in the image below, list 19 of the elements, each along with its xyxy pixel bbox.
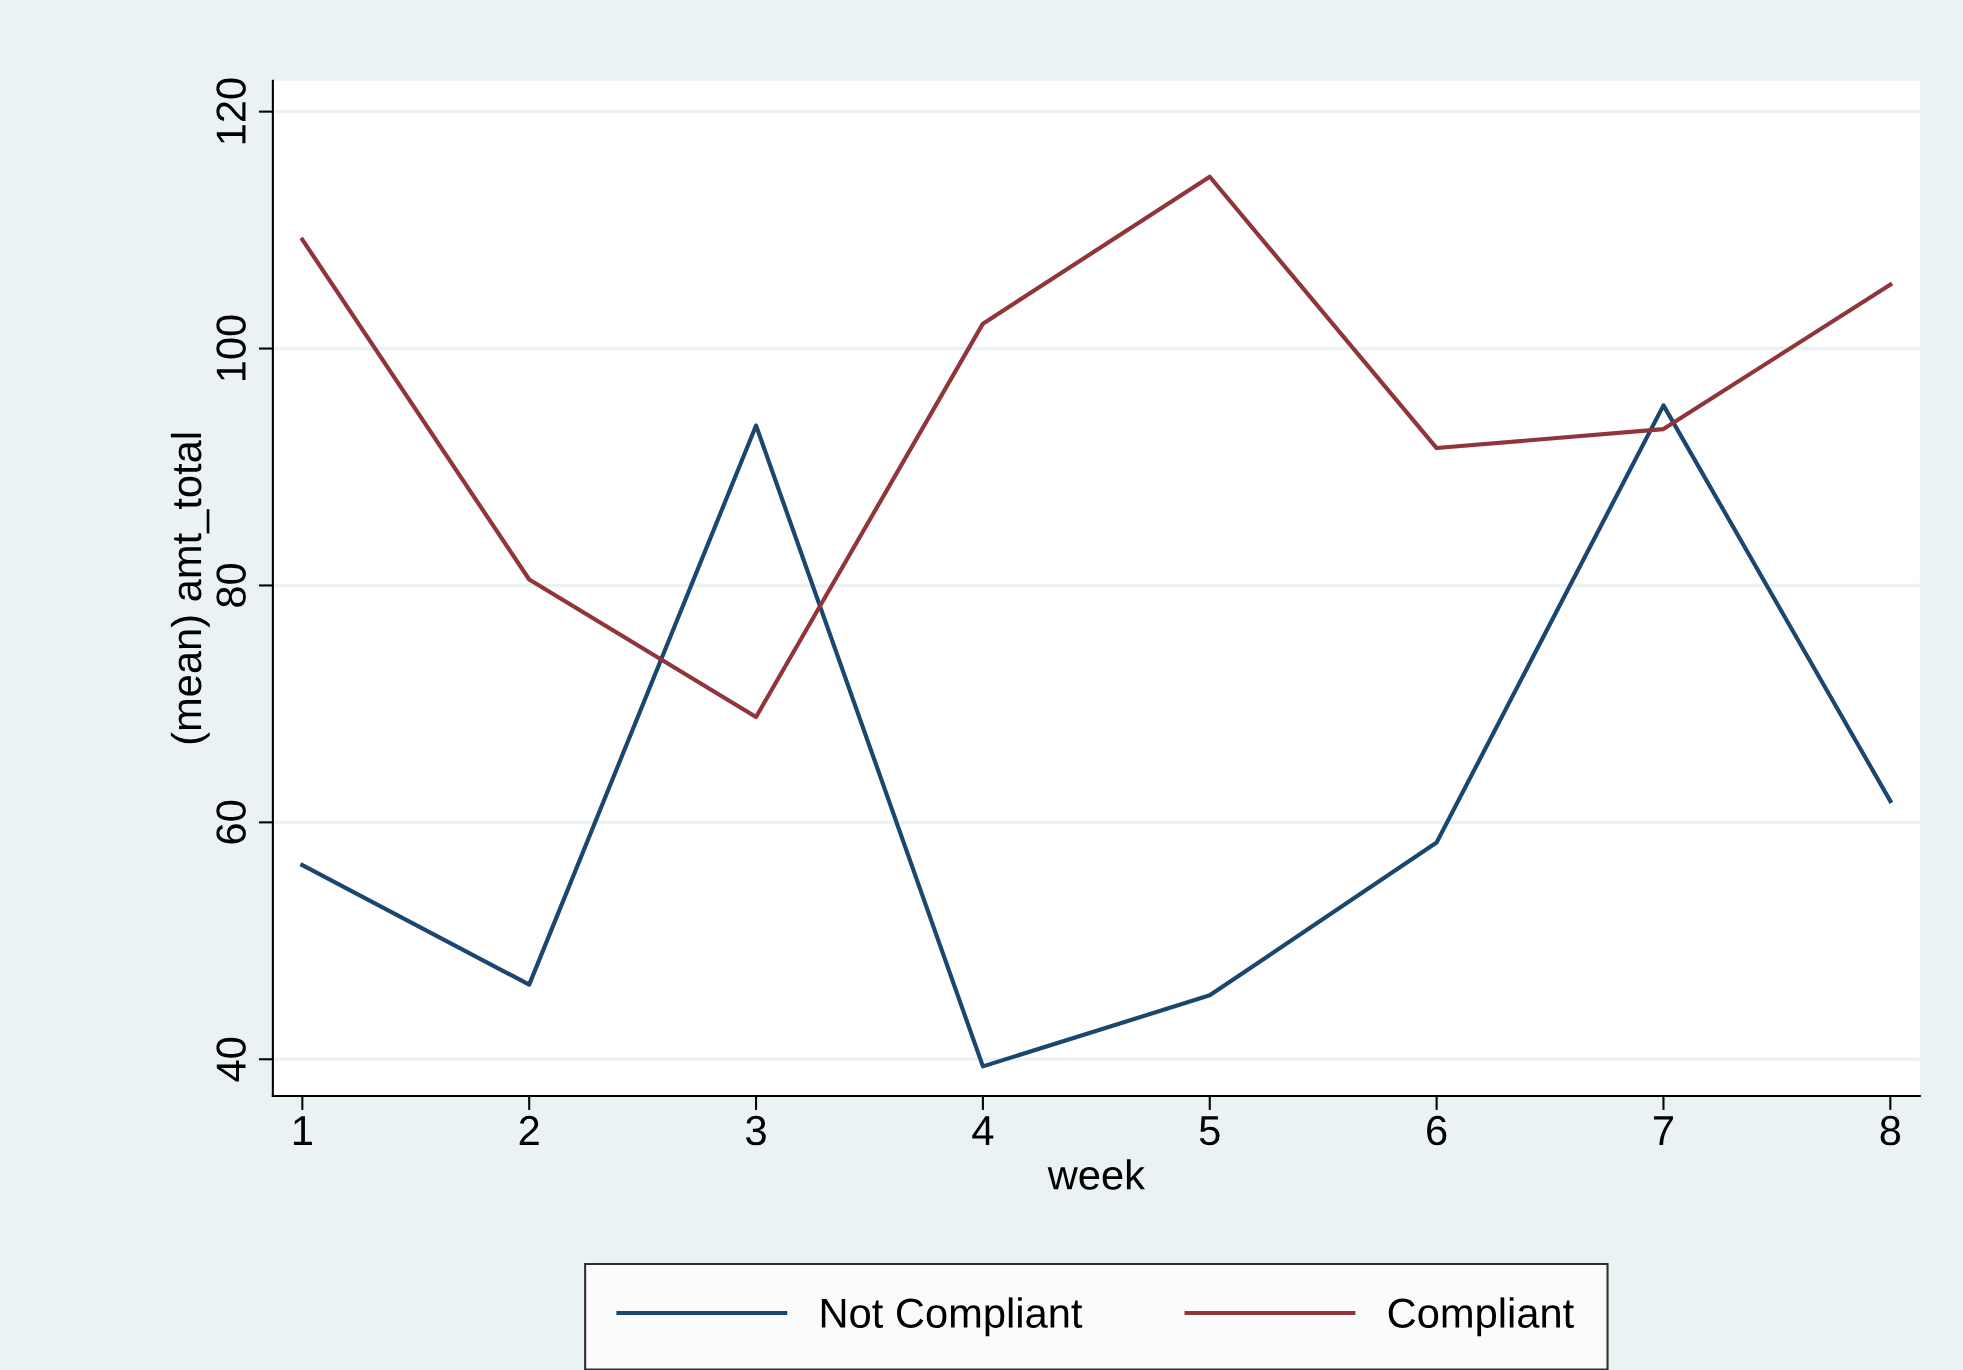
x-tick-label: 6: [1427, 1115, 1447, 1146]
y-axis-title: (mean) amt_total: [170, 433, 210, 744]
x-tick-label: 3: [746, 1115, 766, 1146]
x-tick-label: 2: [519, 1115, 539, 1145]
y-tick-label: 40: [216, 1037, 246, 1082]
x-axis-title: week: [1047, 1159, 1146, 1190]
x-tick-label: 5: [1199, 1116, 1220, 1146]
y-tick-label: 80: [216, 563, 246, 607]
legend-label: Not Compliant: [821, 1297, 1083, 1337]
y-tick-label: 100: [216, 315, 246, 381]
legend-label: Compliant: [1388, 1297, 1574, 1337]
x-tick-label: 8: [1880, 1115, 1901, 1146]
y-tick-label: 120: [216, 78, 246, 144]
line-series: [300, 174, 1893, 720]
x-tick-label: 1: [293, 1116, 312, 1145]
line-series: [300, 403, 1893, 1069]
x-tick-label: 4: [972, 1116, 994, 1145]
y-tick-label: 60: [216, 800, 246, 844]
x-tick-label: 7: [1654, 1116, 1673, 1145]
